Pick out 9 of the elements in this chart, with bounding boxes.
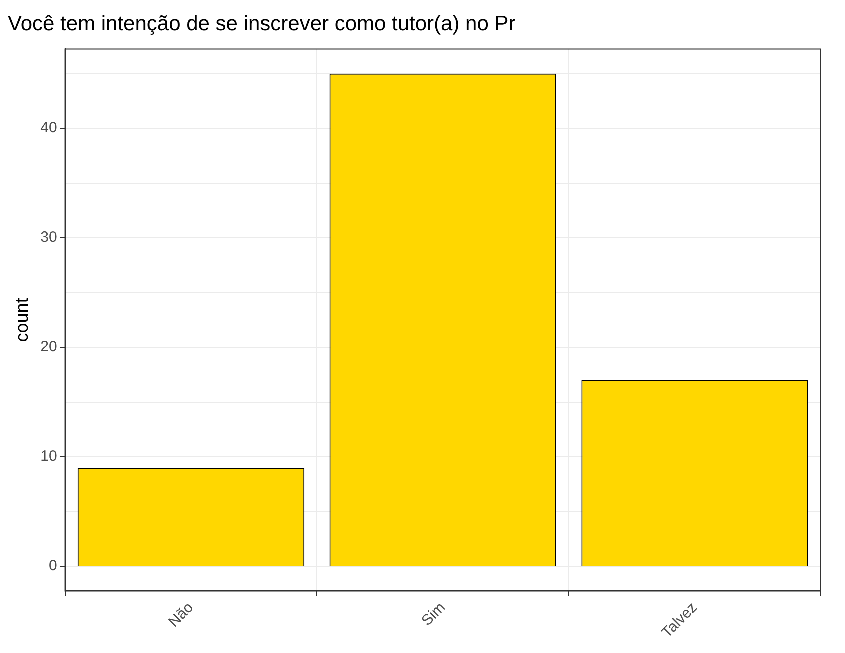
- y-tick-label: 10: [40, 448, 58, 466]
- y-tick-label: 30: [40, 229, 58, 246]
- x-tick-label: Não: [166, 599, 197, 631]
- y-tick-label: 40: [40, 120, 58, 137]
- x-tick-label: Sim: [418, 599, 449, 630]
- y-axis-title: count: [12, 298, 32, 342]
- y-tick-label: 0: [48, 558, 58, 575]
- chart-title: Você tem intenção de se inscrever como tutor(a) no Pr: [8, 12, 516, 36]
- y-tick-label: 20: [40, 338, 58, 356]
